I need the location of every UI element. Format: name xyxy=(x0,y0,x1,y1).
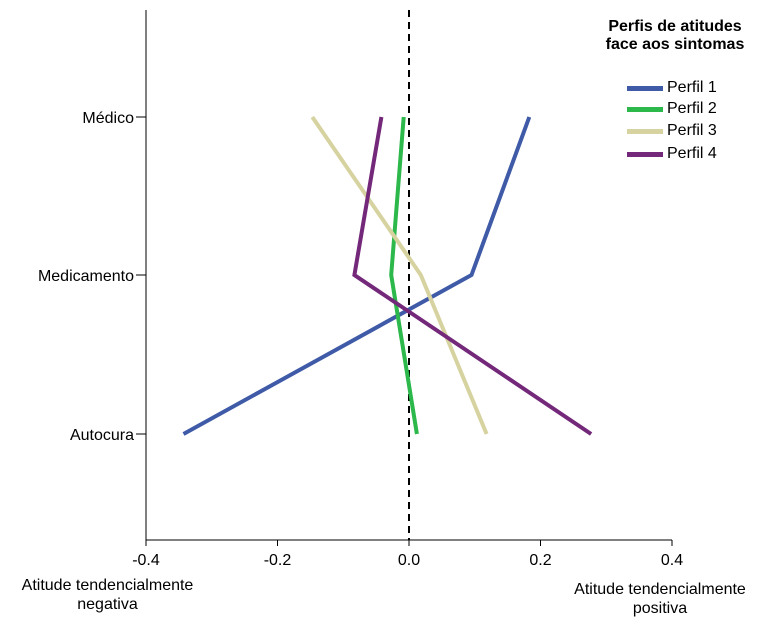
legend-label: Perfil 3 xyxy=(667,122,717,139)
legend-item: Perfil 4 xyxy=(627,144,717,164)
series-line-1 xyxy=(182,116,532,436)
legend-label: Perfil 4 xyxy=(667,145,717,162)
x-tick-label: -0.2 xyxy=(264,552,292,569)
legend-swatch xyxy=(627,85,663,91)
legend-title: Perfis de atitudes face aos sintomas xyxy=(605,18,745,53)
x-tick-label: 0.4 xyxy=(661,552,683,569)
x-tick-label: 0.2 xyxy=(529,552,551,569)
legend-label: Perfil 2 xyxy=(667,100,717,117)
legend-swatch xyxy=(627,151,663,157)
legend-swatch xyxy=(627,128,663,134)
x-axis-label-negative: Atitude tendencialmente negativa xyxy=(21,577,194,613)
legend-label: Perfil 1 xyxy=(667,79,717,96)
y-tick-label: Medicamento xyxy=(38,268,134,285)
legend-item: Perfil 1 xyxy=(627,78,717,98)
y-tick-label: Médico xyxy=(82,110,134,127)
y-tick-label: Autocura xyxy=(70,427,134,444)
legend-item: Perfil 3 xyxy=(627,121,717,141)
legend-swatch xyxy=(627,106,663,112)
series-line-2 xyxy=(389,116,419,435)
series-line-4 xyxy=(352,116,593,436)
series-line-3 xyxy=(310,115,489,435)
x-axis-label-positive: Atitude tendencialmente positiva xyxy=(574,581,746,617)
legend-item: Perfil 2 xyxy=(627,99,717,119)
x-tick-label: -0.4 xyxy=(132,552,160,569)
x-tick-label: 0.0 xyxy=(398,552,420,569)
